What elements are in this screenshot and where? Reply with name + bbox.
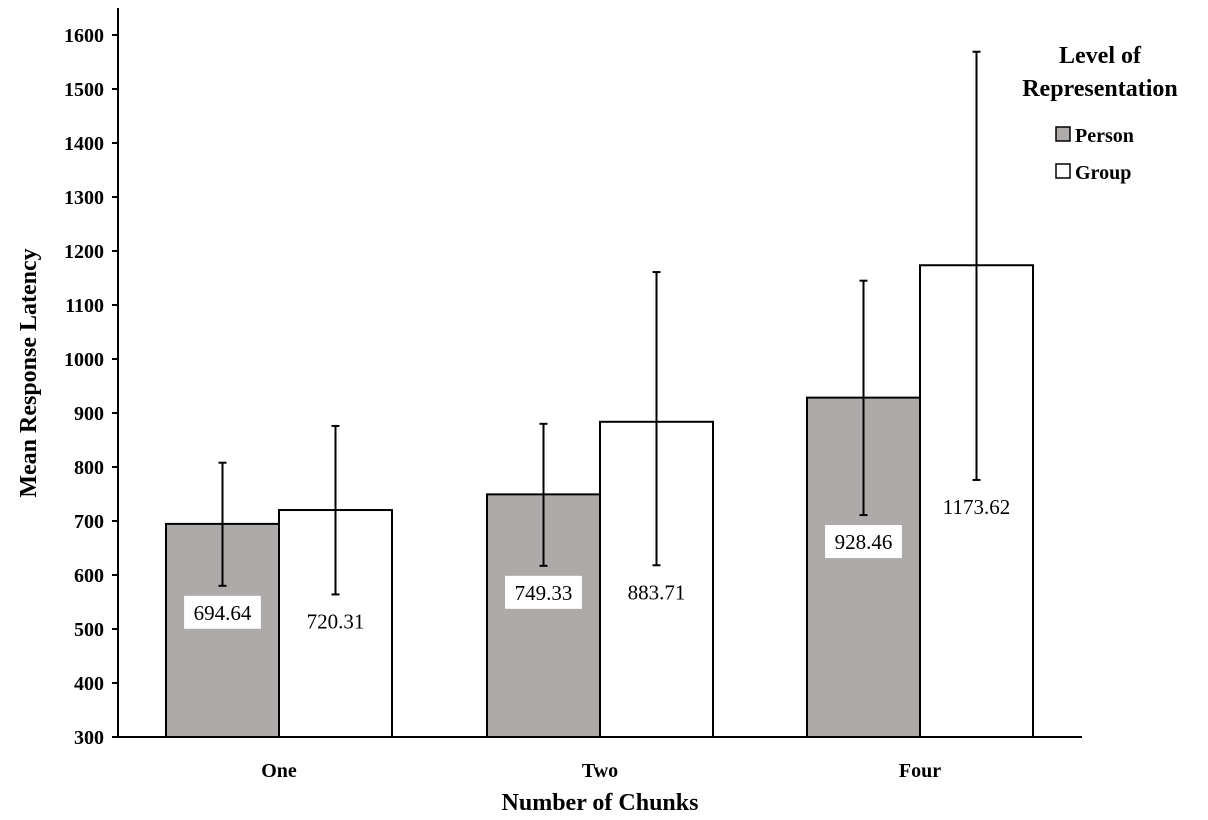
y-tick-label: 1200	[64, 241, 104, 263]
y-tick-label: 1100	[65, 295, 104, 317]
legend-swatch-person	[1056, 127, 1070, 141]
legend-title-line2: Representation	[1022, 76, 1178, 102]
y-tick-label: 1600	[64, 25, 104, 47]
data-label-group-one: 720.31	[307, 609, 365, 633]
y-tick-label: 800	[74, 457, 104, 479]
y-tick-label: 300	[74, 727, 104, 749]
y-tick-label: 400	[74, 673, 104, 695]
data-label-group-two: 883.71	[628, 580, 686, 604]
x-tick-label-four: Four	[899, 760, 941, 782]
y-tick-label: 700	[74, 511, 104, 533]
legend: Level of Representation Person Group	[1022, 43, 1178, 184]
y-tick-label: 900	[74, 403, 104, 425]
bars	[166, 265, 1033, 737]
legend-label-group: Group	[1075, 162, 1131, 184]
y-tick-label: 1000	[64, 349, 104, 371]
data-label-person-two: 749.33	[515, 581, 573, 605]
x-tick-label-two: Two	[582, 760, 618, 782]
y-axis-ticks: 300 400 500 600 700 800 900 1000 1100 1200 1300 140…	[64, 25, 118, 749]
legend-swatch-group	[1056, 164, 1070, 178]
y-axis-title: Mean Response Latency	[16, 248, 42, 497]
legend-title-line1: Level of	[1059, 43, 1142, 69]
x-axis-ticks: One Two Four	[261, 760, 941, 782]
y-tick-label: 1500	[64, 79, 104, 101]
y-tick-label: 1300	[64, 187, 104, 209]
y-tick-label: 600	[74, 565, 104, 587]
y-tick-label: 1400	[64, 133, 104, 155]
x-axis-title: Number of Chunks	[502, 790, 699, 816]
y-tick-label: 500	[74, 619, 104, 641]
data-label-person-four: 928.46	[835, 530, 893, 554]
data-label-group-four: 1173.62	[943, 495, 1010, 519]
data-label-person-one: 694.64	[194, 601, 252, 625]
legend-label-person: Person	[1075, 125, 1134, 147]
x-tick-label-one: One	[261, 760, 297, 782]
